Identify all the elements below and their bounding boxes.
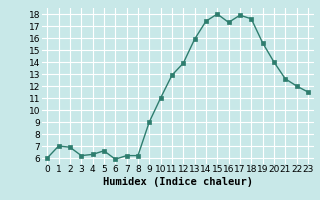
X-axis label: Humidex (Indice chaleur): Humidex (Indice chaleur)	[103, 177, 252, 187]
